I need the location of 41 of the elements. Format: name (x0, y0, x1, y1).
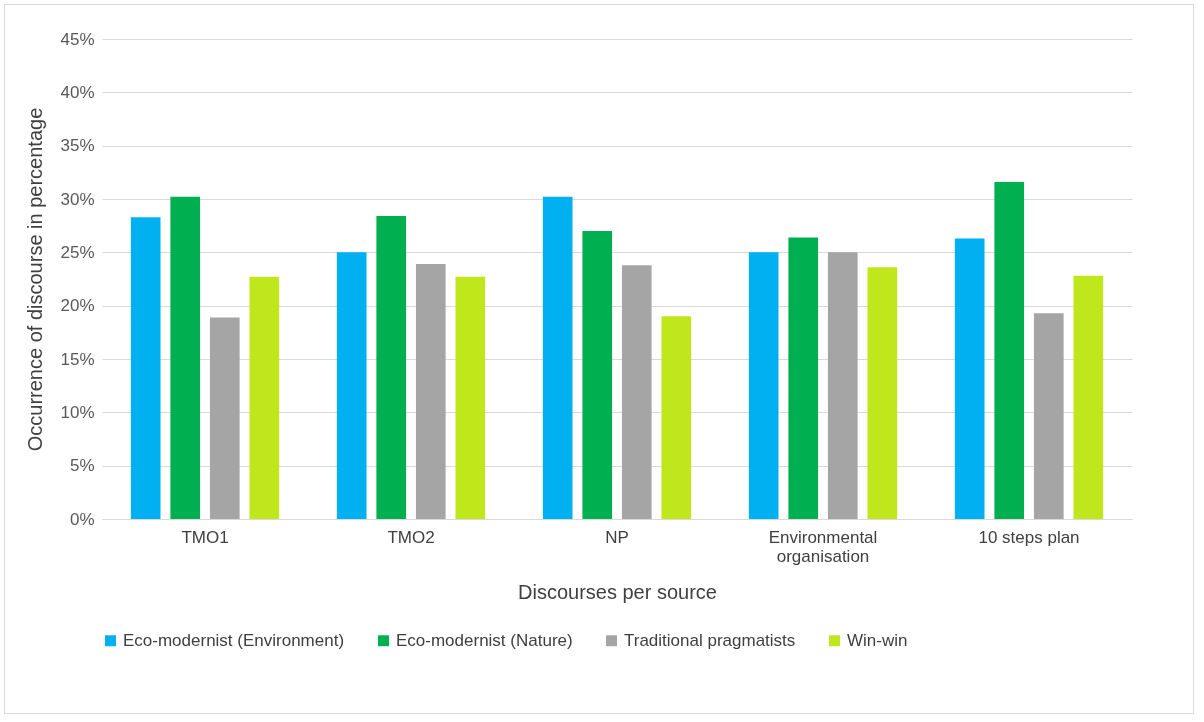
y-tick-label: 30% (60, 189, 95, 209)
y-tick-label: 40% (60, 82, 95, 102)
y-tick-label: 35% (60, 136, 95, 156)
bar (621, 265, 652, 519)
bar (867, 267, 898, 519)
y-tick-label: 15% (60, 349, 95, 369)
bar (661, 316, 692, 519)
bar (415, 264, 446, 519)
x-tick-label: 10 steps plan (978, 527, 1080, 547)
bar (249, 276, 280, 519)
x-axis-title: Discourses per source (518, 580, 717, 603)
y-tick-label: 20% (60, 296, 95, 316)
y-tick-label: 25% (60, 242, 95, 262)
legend-label: Traditional pragmatists (624, 630, 796, 650)
bar (209, 317, 240, 519)
bar (542, 196, 573, 519)
bar (455, 276, 486, 519)
bar (827, 252, 858, 519)
bar (582, 231, 613, 519)
x-tick-label: Environmental organisation (768, 527, 878, 566)
bar (170, 196, 201, 519)
bar (1073, 275, 1104, 519)
bar (1033, 313, 1064, 519)
bar (788, 237, 819, 519)
bar (954, 238, 985, 519)
bar (994, 181, 1025, 519)
legend-label: Eco-modernist (Environment) (123, 630, 345, 650)
legend-label: Eco-modernist (Nature) (396, 630, 573, 650)
bar (130, 217, 161, 519)
x-tick-label: NP (605, 527, 629, 547)
y-axis-title: Occurrence of discourse in percentage (24, 107, 47, 452)
legend-label: Win-win (847, 630, 908, 650)
y-tick-label: 10% (60, 402, 95, 422)
y-tick-label: 0% (69, 509, 95, 529)
y-tick-label: 5% (69, 456, 95, 476)
x-tick-label: TMO1 (181, 527, 229, 547)
x-tick-label: TMO2 (387, 527, 435, 547)
bar (376, 216, 407, 519)
y-tick-label: 45% (60, 29, 95, 49)
bar (336, 252, 367, 519)
bar (748, 252, 779, 519)
